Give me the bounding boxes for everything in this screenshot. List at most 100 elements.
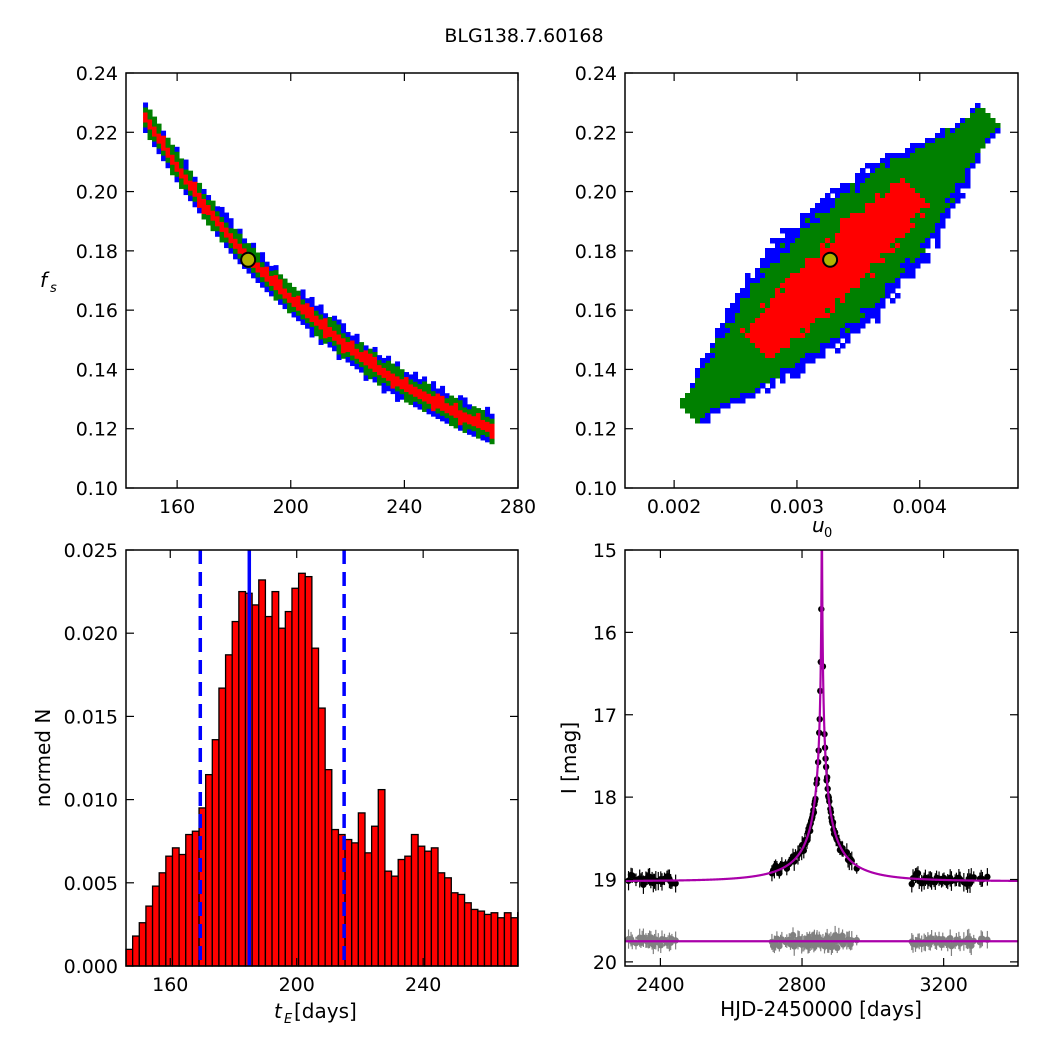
- heatmap-cell: [815, 328, 821, 334]
- heatmap-cell: [715, 393, 721, 399]
- heatmap-cell: [183, 169, 189, 176]
- heatmap-cell: [755, 313, 761, 319]
- heatmap-cell: [805, 218, 811, 224]
- heatmap-cell: [715, 328, 721, 334]
- heatmap-cell: [785, 268, 791, 274]
- heatmap-cell: [237, 243, 243, 250]
- heatmap-cell: [278, 299, 284, 305]
- heatmap-cell: [870, 283, 876, 289]
- heatmap-cell: [910, 183, 916, 189]
- heatmap-cell: [725, 333, 731, 339]
- heatmap-cell: [950, 138, 956, 144]
- heatmap-cell: [760, 358, 766, 364]
- heatmap-cell: [840, 243, 846, 249]
- heatmap-cell: [815, 203, 821, 209]
- heatmap-cell: [790, 228, 796, 234]
- heatmap-cell: [835, 283, 841, 289]
- heatmap-cell: [147, 129, 153, 136]
- heatmap-cell: [830, 233, 836, 239]
- heatmap-cell: [156, 148, 162, 155]
- heatmap-cell: [860, 228, 866, 234]
- heatmap-cell: [695, 413, 701, 419]
- heatmap-cell: [935, 168, 941, 174]
- heatmap-cell: [820, 273, 826, 279]
- heatmap-cell: [810, 283, 816, 289]
- heatmap-cell: [925, 233, 931, 239]
- heatmap-cell: [845, 338, 851, 344]
- heatmap-cell: [750, 378, 756, 384]
- heatmap-cell: [955, 183, 961, 189]
- heatmap-cell: [880, 288, 886, 294]
- heatmap-cell: [925, 213, 931, 219]
- heatmap-cell: [815, 223, 821, 229]
- heatmap-cell: [435, 398, 441, 405]
- heatmap-cell: [710, 368, 716, 374]
- heatmap-cell: [960, 123, 966, 129]
- heatmap-cell: [820, 218, 826, 224]
- heatmap-cell: [730, 383, 736, 389]
- heatmap-cell: [960, 133, 966, 139]
- heatmap-cell: [197, 192, 203, 199]
- heatmap-cell: [895, 243, 901, 249]
- heatmap-cell: [900, 263, 906, 269]
- heatmap-cell: [930, 213, 936, 219]
- heatmap-cell: [215, 211, 221, 217]
- heatmap-cell: [735, 378, 741, 384]
- heatmap-cell: [740, 363, 746, 369]
- heatmap-cell: [890, 263, 896, 269]
- heatmap-cell: [850, 243, 856, 249]
- heatmap-cell: [975, 123, 981, 129]
- histogram-bar: [205, 773, 213, 967]
- heatmap-cell: [152, 141, 158, 148]
- heatmap-cell: [143, 107, 149, 113]
- heatmap-cell: [765, 303, 771, 309]
- heatmap-cell: [790, 288, 796, 294]
- heatmap-cell: [870, 238, 876, 244]
- heatmap-cell: [785, 323, 791, 329]
- heatmap-cell: [965, 143, 971, 149]
- heatmap-cell: [760, 298, 766, 304]
- heatmap-cell: [875, 293, 881, 299]
- histogram-bar: [470, 908, 479, 967]
- heatmap-cell: [790, 308, 796, 314]
- heatmap-cell: [865, 163, 871, 169]
- heatmap-cell: [880, 278, 886, 284]
- heatmap-cell: [760, 263, 766, 269]
- heatmap-cell: [426, 408, 432, 415]
- heatmap-cell: [740, 333, 746, 339]
- heatmap-cell: [845, 333, 851, 339]
- heatmap-cell: [955, 158, 961, 164]
- heatmap-cell: [341, 323, 347, 329]
- heatmap-cell: [845, 253, 851, 259]
- heatmap-cell: [201, 203, 207, 210]
- histogram-bar: [231, 620, 240, 967]
- heatmap-cell: [890, 213, 896, 219]
- heatmap-cell: [835, 308, 841, 314]
- heatmap-cell: [875, 253, 881, 259]
- heatmap-cell: [905, 163, 911, 169]
- heatmap-cell: [715, 333, 721, 339]
- heatmap-cell: [780, 288, 786, 294]
- heatmap-cell: [458, 410, 464, 416]
- heatmap-cell: [156, 133, 162, 140]
- heatmap-cell: [855, 198, 861, 204]
- heatmap-cell: [945, 138, 951, 144]
- heatmap-cell: [695, 418, 701, 424]
- best-fit-marker: [240, 251, 257, 268]
- heatmap-cell: [305, 308, 311, 314]
- histogram-bar: [364, 852, 373, 967]
- heatmap-cell: [368, 358, 374, 365]
- heatmap-cell: [750, 373, 756, 379]
- y-tick-label: 0.14: [76, 359, 118, 381]
- heatmap-cell: [880, 163, 886, 169]
- heatmap-cell: [815, 208, 821, 214]
- heatmap-cell: [885, 273, 891, 279]
- heatmap-cell: [805, 348, 811, 354]
- heatmap-cell: [345, 332, 351, 338]
- heatmap-cell: [765, 313, 771, 319]
- heatmap-cell: [860, 233, 866, 239]
- heatmap-cell: [875, 223, 881, 229]
- heatmap-cell: [885, 263, 891, 269]
- heatmap-cell: [750, 343, 756, 349]
- heatmap-cell: [855, 288, 861, 294]
